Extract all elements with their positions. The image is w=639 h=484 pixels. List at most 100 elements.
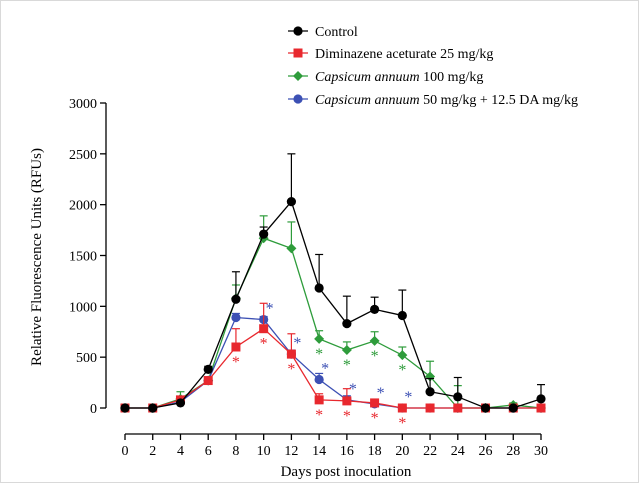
significance-asterisk: *: [349, 381, 357, 398]
data-point: [397, 403, 407, 413]
legend-label: Control: [315, 25, 358, 40]
data-point: [203, 376, 213, 386]
legend-entry-0: Control: [288, 25, 358, 40]
y-tick-label: 2000: [69, 199, 97, 214]
x-tick-label: 16: [340, 444, 354, 459]
data-point: [370, 304, 380, 314]
data-point: [175, 398, 186, 408]
series-line: [125, 200, 542, 409]
significance-asterisk: *: [404, 389, 412, 406]
series-line: [125, 237, 542, 409]
data-point: [259, 229, 269, 239]
data-point: [286, 197, 296, 207]
significance-asterisk: *: [343, 357, 351, 374]
data-point: [231, 294, 241, 304]
x-tick-label: 6: [205, 444, 212, 459]
data-point: [425, 387, 435, 397]
data-point: [314, 283, 324, 293]
significance-asterisk: *: [343, 408, 351, 425]
x-tick-label: 26: [479, 444, 493, 459]
series-line: [125, 327, 541, 409]
series-0: [120, 153, 546, 413]
significance-asterisk: *: [287, 361, 295, 378]
data-point: [314, 333, 325, 344]
y-tick-label: 1000: [69, 300, 97, 315]
legend-label: Capsicum annuum 100 mg/kg: [315, 70, 483, 85]
x-tick-label: 30: [534, 444, 548, 459]
y-tick-label: 3000: [69, 97, 97, 112]
legend-label-rest: 100 mg/kg: [420, 70, 484, 85]
legend-marker: [293, 71, 303, 81]
data-point: [369, 335, 380, 346]
legend-label-italic-part: Capsicum annuum: [315, 93, 420, 108]
significance-asterisk: *: [315, 346, 323, 363]
data-point: [342, 396, 352, 406]
y-axis-title: Relative Fluorescence Units (RFUs): [29, 148, 45, 366]
significance-asterisk: *: [321, 361, 329, 378]
y-tick-label: 1500: [69, 250, 97, 265]
data-point: [286, 349, 296, 359]
data-point: [508, 403, 518, 413]
legend-label: Diminazene aceturate 25 mg/kg: [315, 47, 493, 62]
legend: Control Diminazene aceturate 25 mg/kg Caps…: [288, 25, 578, 108]
significance-asterisk: *: [232, 354, 240, 371]
legend-label: Capsicum annuum 50 mg/kg + 12.5 DA mg/kg: [315, 93, 578, 108]
data-point: [397, 350, 408, 361]
data-point: [370, 398, 380, 408]
x-tick-label: 12: [284, 444, 298, 459]
x-tick-label: 28: [506, 444, 520, 459]
x-tick-label: 8: [232, 444, 239, 459]
series-1: **** * * *: [120, 302, 546, 432]
data-point: [480, 403, 491, 413]
legend-entry-3: Capsicum annuum 50 mg/kg + 12.5 DA mg/kg: [288, 93, 578, 108]
data-point: [342, 319, 352, 329]
legend-marker: [293, 94, 303, 104]
x-tick-label: 14: [312, 444, 326, 459]
data-point: [148, 403, 158, 413]
x-tick-label: 20: [395, 444, 409, 459]
significance-asterisk: *: [260, 336, 268, 353]
data-point: [231, 312, 241, 323]
significance-asterisk: *: [377, 385, 385, 402]
data-point: [259, 324, 269, 334]
legend-entry-1: Diminazene aceturate 25 mg/kg: [288, 47, 493, 62]
x-tick-label: 24: [451, 444, 465, 459]
data-point: [231, 342, 241, 352]
significance-asterisk: *: [371, 410, 379, 427]
data-point: [203, 364, 213, 374]
x-tick-label: 18: [368, 444, 382, 459]
legend-label-rest: 50 mg/kg + 12.5 DA mg/kg: [420, 93, 578, 108]
x-axis-title: Days post inoculation: [281, 464, 412, 480]
data-point: [536, 394, 546, 404]
legend-marker: [293, 26, 303, 36]
x-tick-label: 4: [177, 444, 184, 459]
data-point: [341, 345, 352, 356]
data-point: [453, 403, 463, 413]
data-point: [120, 403, 130, 413]
data-point: [397, 310, 407, 321]
x-tick-label: 10: [257, 444, 271, 459]
y-tick-label: 500: [76, 351, 97, 366]
legend-marker: [293, 48, 303, 58]
significance-asterisk: *: [371, 348, 379, 365]
x-tick-label: 2: [149, 444, 156, 459]
series-2: ****: [120, 215, 546, 413]
significance-asterisk: *: [398, 362, 406, 379]
x-tick-label: 0: [122, 444, 129, 459]
data-point: [453, 392, 463, 402]
data-point: [286, 243, 297, 254]
plot-area: ******** * ***** * * *: [120, 153, 546, 432]
y-tick-label: 0: [90, 402, 97, 417]
legend-entry-2: Capsicum annuum 100 mg/kg: [288, 70, 483, 85]
legend-label-italic-part: Capsicum annuum: [315, 70, 420, 85]
data-point: [314, 374, 324, 385]
significance-asterisk: *: [266, 301, 274, 318]
data-point: [314, 395, 324, 405]
x-tick-label: 22: [423, 444, 437, 459]
significance-asterisk: *: [398, 415, 406, 432]
significance-asterisk: *: [315, 407, 323, 424]
data-point: [536, 403, 546, 413]
data-point: [425, 403, 435, 413]
